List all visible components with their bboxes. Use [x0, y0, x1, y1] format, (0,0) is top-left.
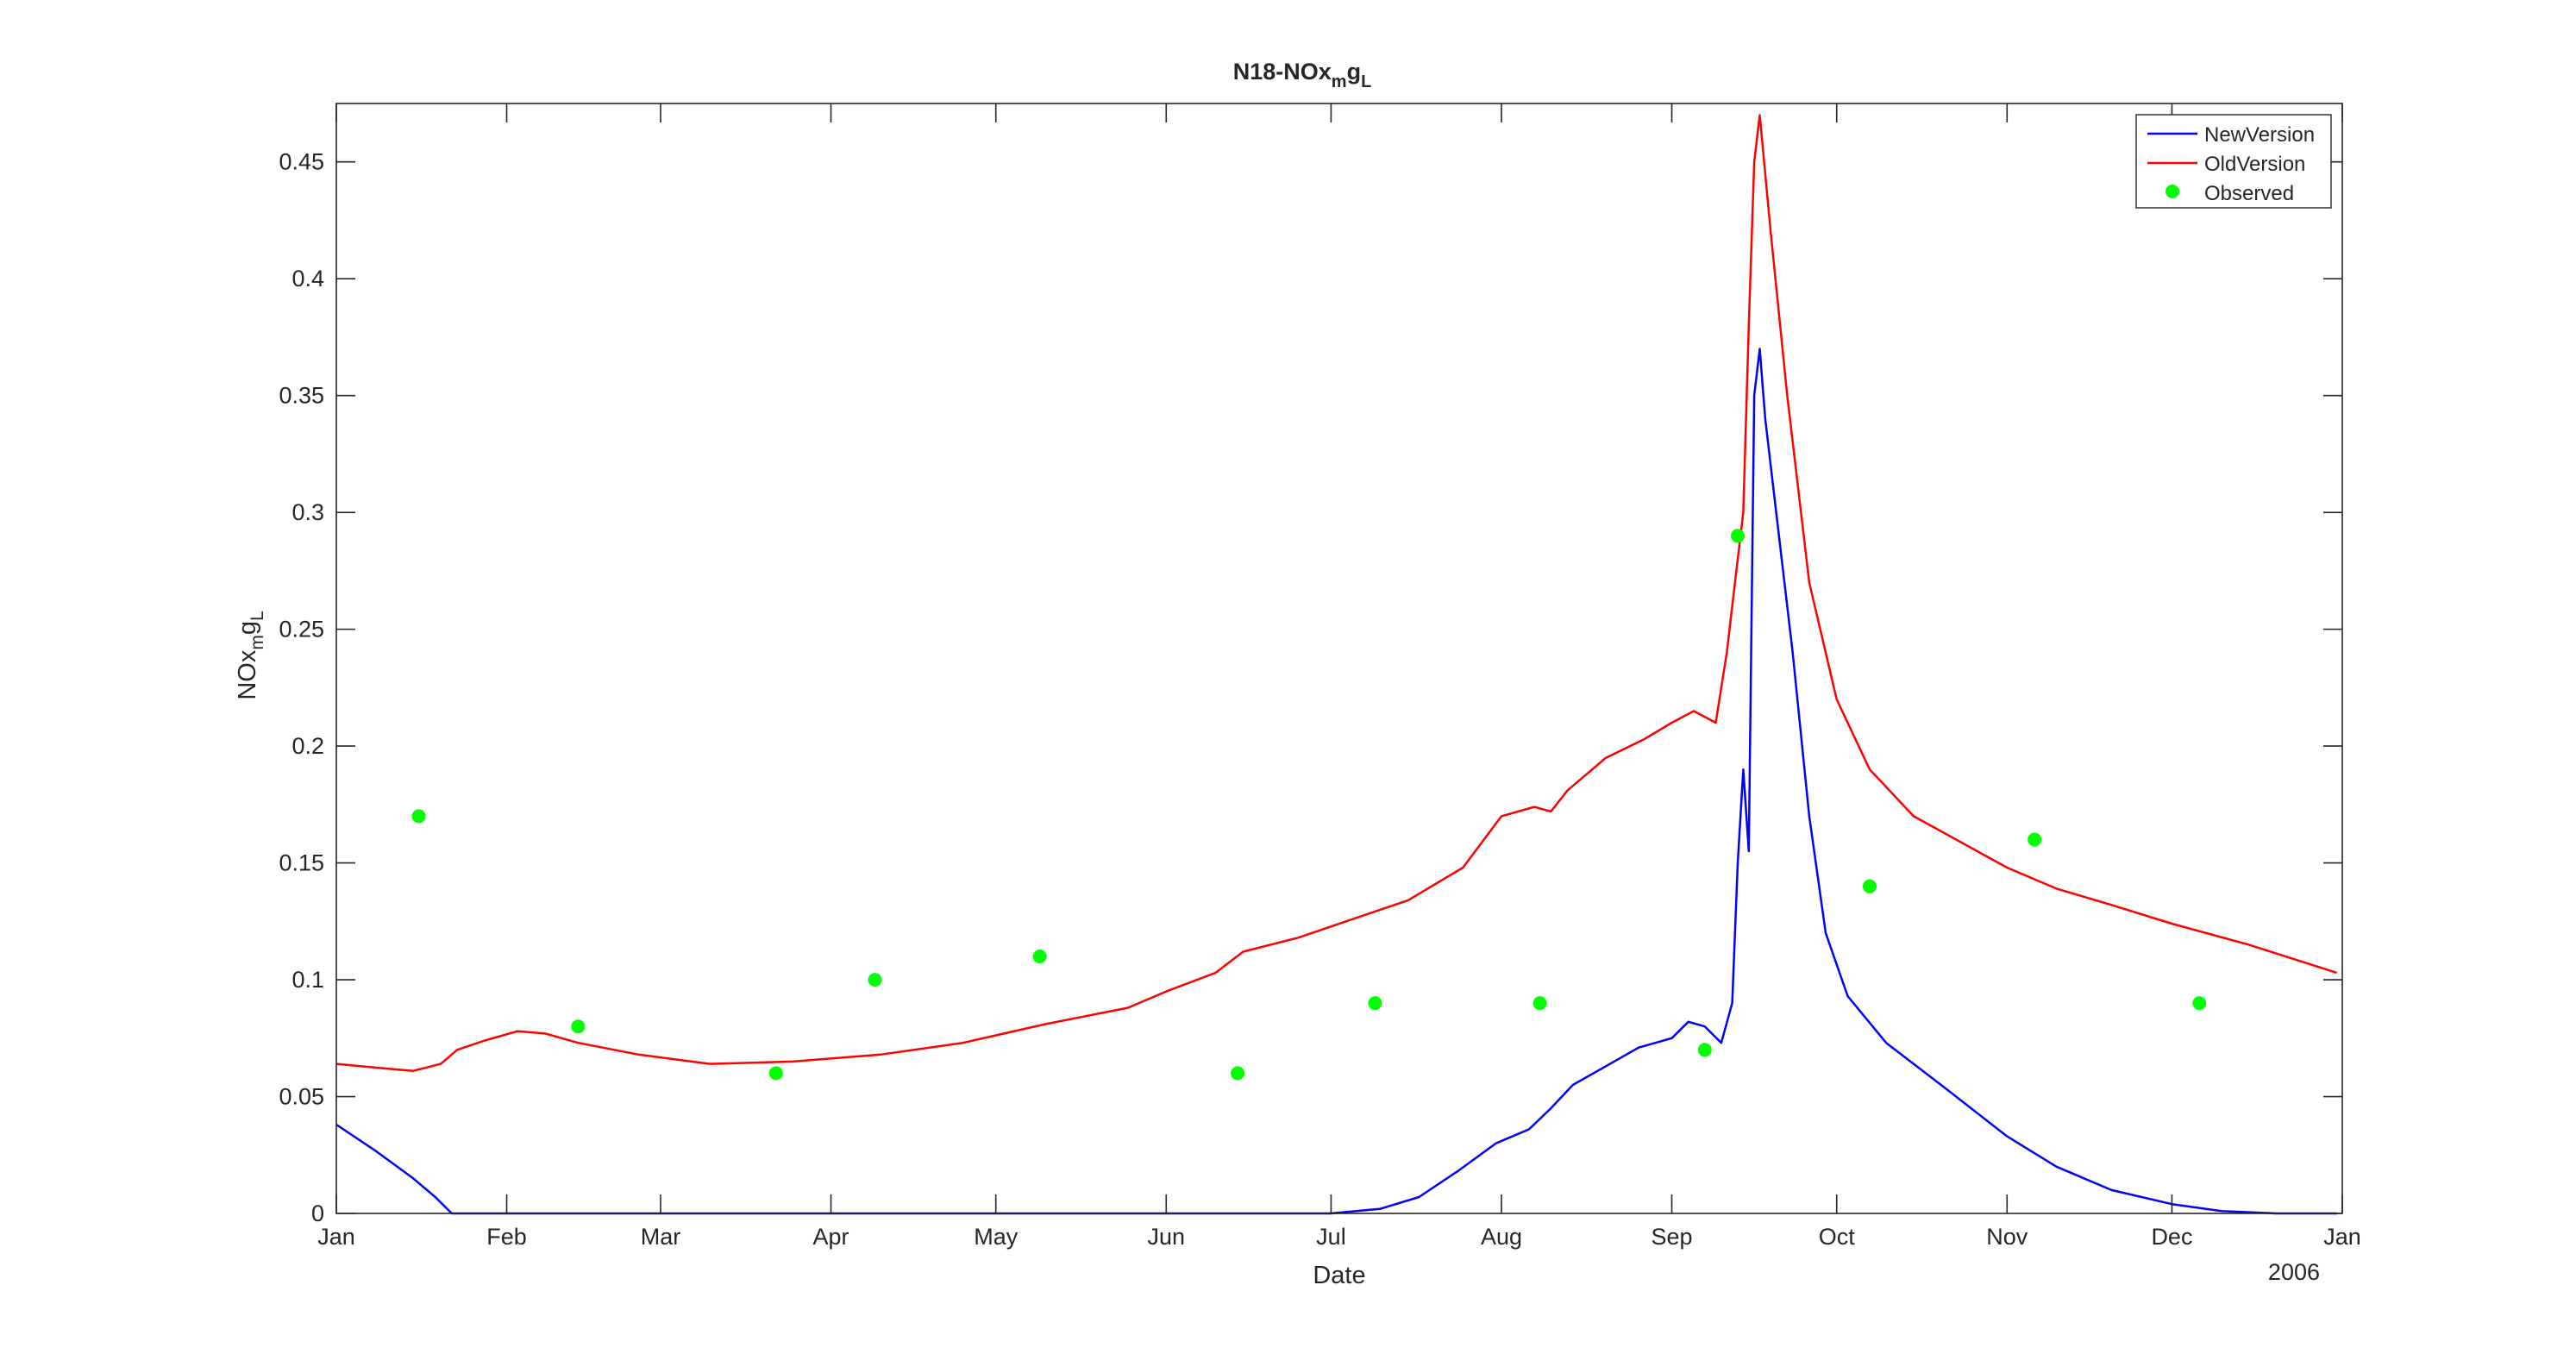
- x-tick-label: Nov: [1986, 1224, 2028, 1250]
- chart-title-mid: g: [1347, 59, 1362, 85]
- plot-background: [336, 103, 2342, 1213]
- chart-title: N18-NOxmgL: [1233, 59, 1372, 91]
- series-line-newversion: [335, 348, 2337, 1215]
- data-point-observed: [571, 1019, 586, 1034]
- data-point-observed: [1368, 996, 1382, 1011]
- x-tick-label: Oct: [1819, 1224, 1856, 1250]
- chart-title-sub-2: L: [1361, 72, 1371, 91]
- data-point-observed: [2192, 996, 2207, 1011]
- series-line-oldversion: [335, 114, 2337, 1072]
- data-point-observed: [1231, 1066, 1245, 1081]
- x-tick-label: Apr: [813, 1224, 849, 1250]
- y-tick-label: 0.05: [279, 1084, 324, 1110]
- year-label: 2006: [2268, 1259, 2320, 1285]
- chart-title-main: N18-NOx: [1233, 59, 1332, 85]
- legend-observed-label: Observed: [2204, 182, 2294, 205]
- x-tick-label: Jul: [1316, 1224, 1346, 1250]
- legend-observed-swatch: [2165, 185, 2179, 198]
- data-point-observed: [1032, 950, 1047, 963]
- x-tick-label: May: [974, 1224, 1018, 1250]
- y-axis-label-mid: g: [234, 621, 261, 635]
- data-point-observed: [1731, 529, 1745, 543]
- x-axis-label: Date: [1313, 1262, 1365, 1289]
- y-tick-label: 0.45: [279, 149, 324, 175]
- chart-title-sub-1: m: [1332, 72, 1347, 91]
- y-axis: 0 0.05 0.1 0.15 0.2 0.25 0.3 0.35 0.4 0.45: [279, 149, 2342, 1226]
- x-tick-label: Mar: [641, 1224, 681, 1250]
- data-point-observed: [868, 973, 882, 987]
- y-tick-label: 0.3: [291, 499, 324, 525]
- y-tick-label: 0.2: [291, 733, 324, 759]
- legend-oldversion-label: OldVersion: [2204, 153, 2305, 176]
- plot-area: [335, 103, 2343, 1215]
- x-tick-label: Jan: [317, 1224, 355, 1250]
- y-tick-label: 0.4: [291, 266, 324, 291]
- y-tick-label: 0.35: [279, 383, 324, 409]
- y-axis-label: NOxmgL: [234, 611, 267, 699]
- x-tick-label: Jun: [1147, 1224, 1185, 1250]
- data-point-observed: [1697, 1043, 1712, 1057]
- data-point-observed: [768, 1066, 783, 1081]
- y-axis-label-main: NOx: [234, 649, 261, 700]
- y-tick-label: 0.15: [279, 850, 324, 876]
- x-axis: Jan Feb Mar Apr May Jun Jul Aug Sep Oct Nov Dec Jan: [317, 103, 2361, 1250]
- y-tick-label: 0: [311, 1200, 324, 1226]
- y-axis-label-sub-1: m: [248, 635, 267, 650]
- series-layer: [335, 114, 2337, 1215]
- data-point-observed: [1532, 996, 1547, 1011]
- legend: NewVersion OldVersion Observed: [2135, 114, 2332, 209]
- y-tick-label: 0.1: [291, 967, 324, 993]
- data-point-observed: [411, 809, 426, 824]
- x-tick-label: Aug: [1481, 1224, 1522, 1250]
- x-tick-label: Feb: [486, 1224, 527, 1250]
- y-tick-label: 0.25: [279, 617, 324, 643]
- y-axis-label-sub-2: L: [248, 611, 267, 621]
- x-tick-label: Dec: [2151, 1224, 2192, 1250]
- axes-box: [335, 103, 2343, 1214]
- data-point-observed: [1863, 879, 1877, 893]
- data-point-observed: [2028, 832, 2042, 847]
- legend-newversion-label: NewVersion: [2204, 123, 2315, 147]
- x-tick-label: Sep: [1652, 1224, 1693, 1250]
- x-tick-label: Jan: [2323, 1224, 2361, 1250]
